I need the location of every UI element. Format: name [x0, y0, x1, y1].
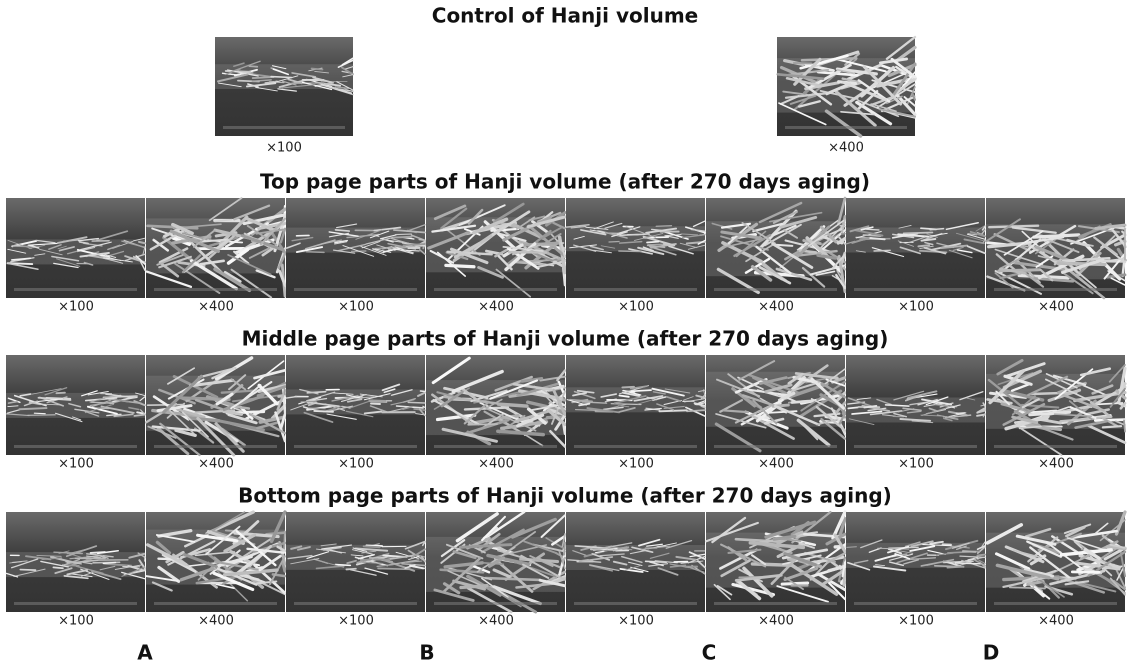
sem-image: [146, 355, 285, 455]
sem-image: [286, 355, 425, 455]
sem-image: [426, 512, 565, 612]
image-caption: ×400: [1038, 614, 1074, 629]
image-caption: ×400: [198, 614, 234, 629]
sem-image: [706, 512, 845, 612]
sem-image: [6, 355, 145, 455]
control-title: Control of Hanji volume: [432, 4, 698, 28]
image-caption: ×100: [338, 457, 374, 472]
image-caption: ×100: [898, 300, 934, 315]
sem-image: [566, 512, 705, 612]
image-caption: ×400: [1038, 300, 1074, 315]
sem-image: [6, 512, 145, 612]
sem-image: [846, 198, 985, 298]
image-caption: ×100: [618, 457, 654, 472]
group-label: C: [702, 641, 717, 665]
sem-image: [986, 198, 1125, 298]
image-caption: ×100: [898, 614, 934, 629]
section-title: Middle page parts of Hanji volume (after…: [242, 327, 889, 351]
sem-image: [146, 198, 285, 298]
section-title: Top page parts of Hanji volume (after 27…: [260, 170, 870, 194]
sem-image: [286, 512, 425, 612]
sem-image: [566, 198, 705, 298]
image-caption: ×400: [478, 300, 514, 315]
sem-image: [706, 198, 845, 298]
image-caption: ×100: [338, 614, 374, 629]
sem-image: [426, 355, 565, 455]
sem-image: [426, 198, 565, 298]
image-caption: ×100: [58, 457, 94, 472]
image-caption: ×400: [198, 457, 234, 472]
image-caption: ×400: [1038, 457, 1074, 472]
sem-image: [566, 355, 705, 455]
image-caption: ×100: [618, 614, 654, 629]
image-caption: ×100: [618, 300, 654, 315]
image-caption: ×400: [478, 614, 514, 629]
group-label: D: [983, 641, 1000, 665]
image-caption: ×400: [828, 141, 864, 156]
image-caption: ×100: [58, 614, 94, 629]
image-caption: ×400: [758, 300, 794, 315]
sem-image: [846, 512, 985, 612]
sem-image: [706, 355, 845, 455]
group-label: A: [137, 641, 153, 665]
sem-image: [986, 355, 1125, 455]
image-caption: ×400: [478, 457, 514, 472]
image-caption: ×100: [266, 141, 302, 156]
sem-image: [146, 512, 285, 612]
image-caption: ×100: [58, 300, 94, 315]
image-caption: ×400: [758, 614, 794, 629]
sem-image: [6, 198, 145, 298]
image-caption: ×400: [758, 457, 794, 472]
image-caption: ×100: [898, 457, 934, 472]
page: {"control": {"title": "Control of Hanji …: [0, 0, 1129, 666]
sem-image: [777, 37, 915, 136]
sem-image: [986, 512, 1125, 612]
image-caption: ×100: [338, 300, 374, 315]
image-caption: ×400: [198, 300, 234, 315]
sem-image: [286, 198, 425, 298]
group-label: B: [419, 641, 434, 665]
section-title: Bottom page parts of Hanji volume (after…: [238, 484, 892, 508]
sem-image: [215, 37, 353, 136]
figure: Control of Hanji volume ×100 ×400 Top page…: [0, 0, 1129, 666]
sem-image: [846, 355, 985, 455]
